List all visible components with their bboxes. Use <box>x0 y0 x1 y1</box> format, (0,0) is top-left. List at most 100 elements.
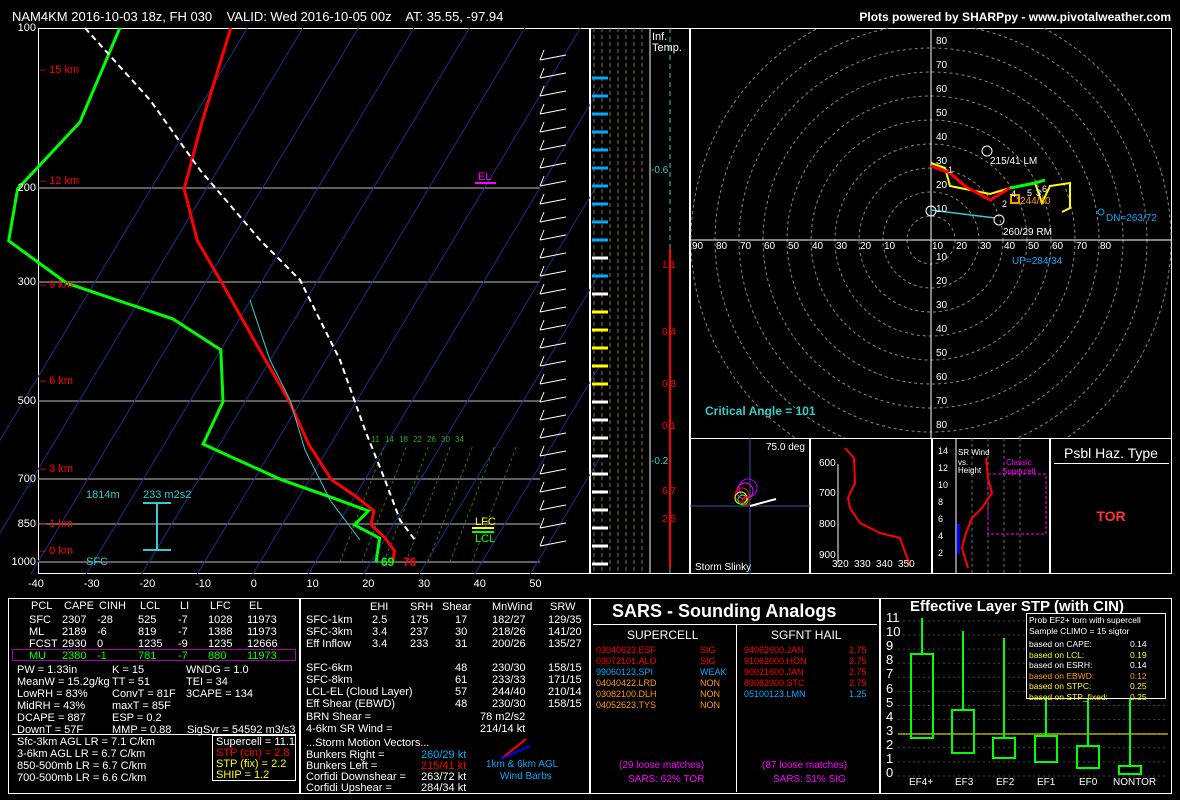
mixing-ratio-line <box>361 444 408 563</box>
parcel-mid-line: MMP = 0.88 <box>112 724 172 736</box>
wind-barb <box>539 540 567 547</box>
mixing-ratio-label: 34 <box>455 435 464 444</box>
lapse-rate-line: 850-500mb LR = 6.7 C/km <box>17 760 147 772</box>
srwind-y-label: 14 <box>938 446 949 456</box>
wind-barb-flag <box>539 319 545 331</box>
wind-barb-flag <box>539 409 545 421</box>
wind-barb <box>539 342 567 349</box>
kin-cell: 158/15 <box>548 662 582 674</box>
thetae-x-label: 350 <box>898 559 915 570</box>
temp-tick-label: 10 <box>306 578 319 590</box>
stp-box-label: based on STPC: <box>1029 681 1092 691</box>
kin-cell: 48 <box>455 662 468 674</box>
stp-x-label: EF2 <box>996 777 1015 788</box>
inflow-label: -0.6 <box>651 165 669 176</box>
temp-tick-label: 0 <box>250 578 257 590</box>
brn-label: BRN Shear = <box>306 711 372 723</box>
barb-icon <box>500 738 531 760</box>
barb-1km <box>500 738 527 760</box>
parcel-cell: -7 <box>178 614 188 626</box>
hodo-y-label: 30 <box>936 300 948 311</box>
hodo-x-label: 20 <box>860 241 872 252</box>
stp-box <box>1034 735 1058 763</box>
kin-cell: LCL-EL (Cloud Layer) <box>306 686 413 698</box>
temp-tick-label: 30 <box>417 578 431 590</box>
hodograph-svg <box>690 28 1172 439</box>
eff-layer-srh: 233 m2s2 <box>143 489 192 501</box>
stp-box-label: based on EBWD: <box>1029 670 1095 681</box>
hail-analog: 94062600.JAN <box>744 645 804 655</box>
pressure-label-1000: 1000 <box>11 556 36 568</box>
wind-barb-flag <box>539 103 545 115</box>
motion-label: Bunkers Right = <box>306 749 385 761</box>
hodo-origin-mark <box>925 205 937 217</box>
parcel-cell: -7 <box>178 626 188 638</box>
wind-barb-flag <box>539 301 545 313</box>
sars-divider <box>593 624 877 625</box>
composite-index: Supercell = 11.1 <box>216 736 295 748</box>
isotherm-line <box>529 456 600 575</box>
slinky-label: Storm Slinky <box>695 562 752 573</box>
thetae-p-label: 800 <box>819 519 836 530</box>
supercell-analog: 03072101.ALO <box>596 656 657 666</box>
srwind-y-label: 10 <box>938 480 949 490</box>
hodo-y-label: 30 <box>936 156 948 167</box>
stp-y-label: 10 <box>886 624 901 640</box>
hodo-x-label: 60 <box>764 241 776 252</box>
wind-barb <box>539 414 567 421</box>
hodo-x-label: 40 <box>812 241 824 252</box>
parcel-right-line: SigSvr = 54592 m3/s3 <box>187 724 296 736</box>
hodo-dn-mark <box>1097 208 1105 216</box>
wind-barb-flag <box>539 391 545 403</box>
hodo-y-label: 10 <box>936 252 948 263</box>
slinky-svg <box>690 438 810 574</box>
skewt-panel <box>38 28 590 574</box>
isotherm-line <box>30 27 359 575</box>
hodo-trace-low <box>930 164 1011 202</box>
profile-dewpoint <box>7 27 382 563</box>
stp-box <box>910 653 934 739</box>
wind-barb <box>539 432 567 439</box>
wind-barb <box>539 252 567 259</box>
parcel-left-line: DCAPE = 887 <box>17 712 86 724</box>
hodo-x-label: 50 <box>1028 241 1040 252</box>
hodo-trace-mid <box>1009 178 1046 190</box>
pressure-label-200: 200 <box>17 182 36 194</box>
hodo-y-label: 50 <box>936 348 948 359</box>
pressure-label-100: 100 <box>17 22 36 34</box>
temp-tick-label: -20 <box>139 578 156 590</box>
hodo-y-label: 20 <box>936 276 948 287</box>
hodo-x-label: 10 <box>884 241 896 252</box>
skewt-svg <box>0 27 600 575</box>
hodo-y-label: 70 <box>936 60 948 71</box>
hodo-x-label: 80 <box>1100 241 1112 252</box>
hail-analog: 90021600.JAN <box>744 667 804 677</box>
supercell-class: WEAK <box>700 667 727 677</box>
thetae-p-label: 900 <box>819 550 836 561</box>
parcel-cell: 0 <box>97 638 104 650</box>
stp-x-label: NONTOR <box>1113 777 1157 788</box>
parcel-cell: 12666 <box>247 638 278 650</box>
kin-cell: SFC-1km <box>306 614 353 626</box>
mixing-ratio-line <box>427 444 474 563</box>
wind-barb <box>539 162 567 169</box>
hazard-title: Psbl Haz. Type <box>1064 445 1158 461</box>
parcel-cell: 2930 <box>62 638 87 650</box>
kin-cell: Eff Shear (EBWD) <box>306 698 396 710</box>
hail-size: 2.75 <box>849 645 867 655</box>
stp-y-label: 2 <box>886 736 894 752</box>
inflow-subtitle: Temp. <box>652 42 682 54</box>
wind-barb <box>539 198 567 205</box>
wind-barb <box>539 54 567 61</box>
parcel-mid-line: maxT = 85F <box>112 700 171 712</box>
wind-barb <box>539 306 567 313</box>
kin-cell: 61 <box>455 674 468 686</box>
parcel-cell: SFC <box>29 614 51 626</box>
supercell-class: NON <box>700 689 720 699</box>
wind-barb-flag <box>539 427 545 439</box>
hodo-point-label: 2 <box>1002 199 1008 209</box>
temp-tick-label: 40 <box>473 578 486 590</box>
inflow-panel <box>590 28 690 574</box>
sfc-temperature: 76 <box>403 555 417 569</box>
wind-barb-flag <box>539 211 545 223</box>
